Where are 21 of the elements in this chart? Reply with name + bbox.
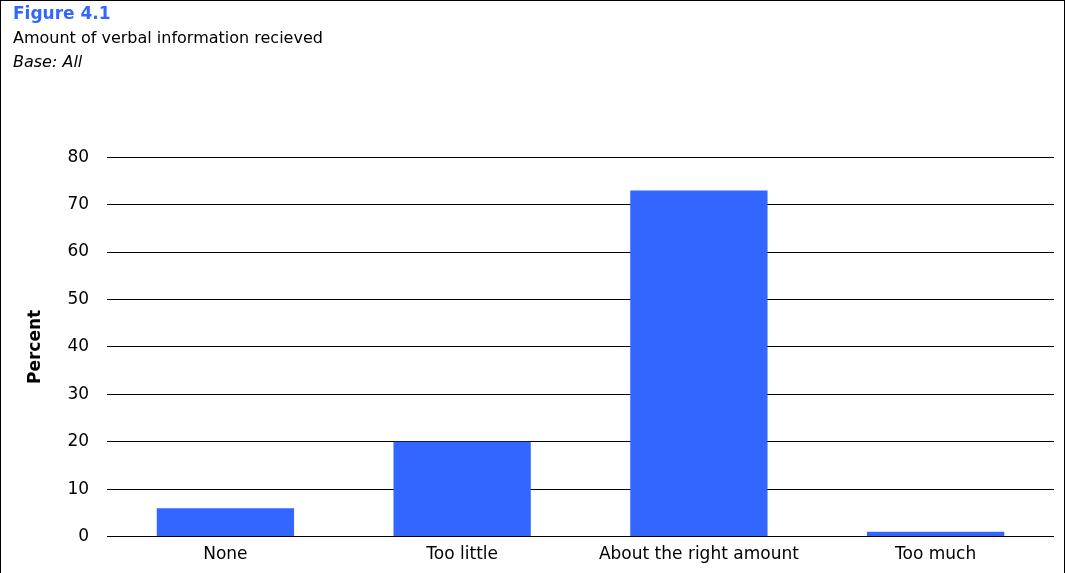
x-tick-label: About the right amount: [598, 543, 800, 564]
text: Base: All: [13, 52, 83, 71]
x-tick-label: Too little: [425, 543, 498, 564]
y-axis-title: Percent: [23, 309, 44, 385]
bar: [156, 508, 295, 537]
chart-subtitle: Amount of verbal information recieved: [13, 28, 323, 47]
y-tick-label: 60: [67, 240, 90, 261]
y-tick-label: 10: [67, 477, 90, 498]
bar: [393, 441, 531, 537]
y-tick-label: 50: [67, 287, 90, 308]
x-tick-label: Too much: [894, 543, 977, 564]
bar: [866, 531, 1005, 537]
bar: [630, 190, 768, 537]
y-tick-label: 20: [67, 430, 90, 451]
y-tick-label: 0: [78, 525, 90, 546]
chart-title: Figure 4.1: [13, 3, 111, 23]
x-tick-label: None: [203, 543, 248, 564]
y-tick-label: 80: [67, 145, 90, 166]
y-tick-label: 70: [67, 193, 90, 214]
y-tick-label: 30: [67, 382, 90, 403]
y-tick-label: 40: [67, 335, 90, 356]
